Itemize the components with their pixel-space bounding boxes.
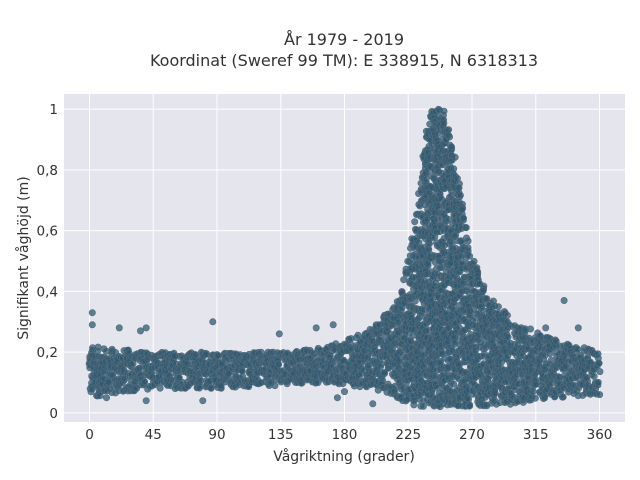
data-point	[458, 206, 466, 214]
data-point	[156, 384, 164, 392]
data-point	[491, 389, 499, 397]
x-tick-label: 90	[208, 427, 225, 443]
data-point	[547, 356, 555, 364]
x-tick-label: 0	[85, 427, 94, 443]
data-point	[312, 324, 320, 332]
x-tick-label: 360	[587, 427, 613, 443]
data-point	[596, 391, 604, 399]
data-point	[596, 368, 604, 376]
data-point	[470, 257, 478, 265]
data-point	[595, 359, 603, 367]
data-point	[380, 369, 388, 377]
data-point	[504, 333, 512, 341]
chart-title-line-1: År 1979 - 2019	[284, 30, 404, 49]
data-point	[141, 378, 149, 386]
data-point	[411, 297, 419, 305]
x-axis-label: Vågriktning (grader)	[273, 448, 415, 465]
data-point	[199, 397, 207, 405]
data-point	[464, 237, 472, 245]
y-tick-label: 0,4	[37, 284, 58, 300]
data-point	[440, 119, 448, 127]
data-point	[447, 143, 455, 151]
data-point	[142, 397, 150, 405]
data-point	[455, 184, 463, 192]
data-point	[88, 309, 96, 317]
x-tick-label: 270	[459, 427, 485, 443]
data-point	[459, 214, 467, 222]
y-tick-labels: 0 0,2 0,4 0,6 0,8 1	[37, 102, 58, 422]
data-point	[560, 296, 568, 304]
data-point	[207, 384, 215, 392]
data-point	[137, 327, 145, 335]
data-point	[450, 380, 458, 388]
data-point	[104, 378, 112, 386]
data-point	[238, 367, 246, 375]
data-point	[209, 318, 217, 326]
data-point	[479, 287, 487, 295]
y-tick-label: 0	[49, 406, 58, 422]
data-point	[340, 388, 348, 396]
data-point	[450, 165, 458, 173]
data-point	[594, 378, 602, 386]
x-tick-label: 45	[145, 427, 162, 443]
data-point	[115, 324, 123, 332]
data-point	[195, 384, 203, 392]
data-point	[494, 303, 502, 311]
data-point	[466, 252, 474, 260]
data-point	[456, 191, 464, 199]
chart-title-line-2: Koordinat (Sweref 99 TM): E 338915, N 63…	[150, 51, 538, 70]
data-point	[202, 350, 210, 358]
data-point	[559, 393, 567, 401]
data-point	[574, 324, 582, 332]
data-point	[333, 394, 341, 402]
data-point	[94, 343, 102, 351]
x-tick-labels: 0 45 90 135 180 225 270 315 360	[85, 427, 612, 443]
data-point	[217, 382, 225, 390]
data-point	[197, 376, 205, 384]
data-point	[531, 394, 539, 402]
data-point	[590, 372, 598, 380]
data-point	[96, 392, 104, 400]
data-point	[271, 382, 279, 390]
data-point	[103, 394, 111, 402]
data-point	[526, 325, 534, 333]
data-point	[142, 324, 150, 332]
x-tick-label: 225	[395, 427, 421, 443]
x-tick-label: 135	[268, 427, 294, 443]
x-tick-label: 180	[332, 427, 358, 443]
data-point	[88, 321, 96, 329]
data-point	[503, 311, 511, 319]
x-tick-label: 315	[523, 427, 549, 443]
data-point	[451, 153, 459, 161]
y-axis-label: Signifikant våghöjd (m)	[15, 176, 32, 339]
y-tick-label: 0,8	[37, 163, 58, 179]
data-point	[462, 224, 470, 232]
data-point	[466, 402, 474, 410]
data-point	[369, 400, 377, 408]
data-point	[275, 360, 283, 368]
data-point	[440, 107, 448, 115]
data-point	[445, 131, 453, 139]
data-point	[574, 345, 582, 353]
data-point	[542, 324, 550, 332]
data-points	[85, 105, 604, 411]
y-tick-label: 0,2	[37, 345, 58, 361]
data-point	[464, 244, 472, 252]
data-point	[275, 330, 283, 338]
data-point	[329, 321, 337, 329]
data-point	[411, 218, 419, 226]
data-point	[376, 363, 384, 371]
data-point	[214, 352, 222, 360]
y-tick-label: 1	[49, 102, 58, 118]
y-tick-label: 0,6	[37, 224, 58, 240]
